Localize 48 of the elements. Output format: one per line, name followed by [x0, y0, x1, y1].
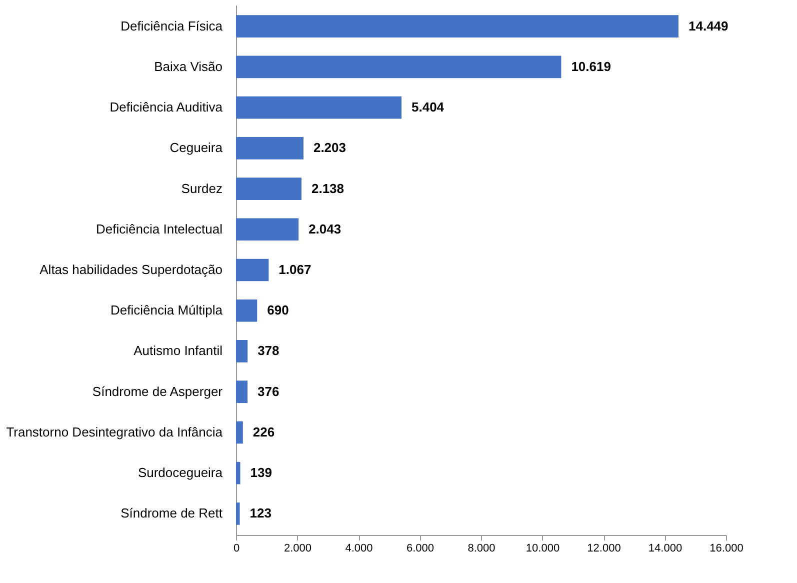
data-label: 2.043: [308, 221, 342, 236]
data-label: 5.404: [411, 100, 445, 115]
data-label: 123: [250, 506, 272, 521]
bar: [236, 136, 304, 160]
bar: [236, 96, 402, 119]
x-tick-label: 2.000: [284, 542, 312, 554]
bar: [236, 462, 240, 484]
bar: [236, 218, 299, 241]
bar: [236, 178, 302, 200]
y-tick-label: Cegueira: [170, 140, 224, 156]
x-tick-label: 16.000: [710, 542, 744, 554]
bar: [236, 56, 562, 78]
y-tick-label: Surdocegueira: [138, 465, 224, 480]
data-label: 2.203: [313, 140, 346, 156]
y-tick-label: Síndrome de Asperger: [92, 384, 224, 399]
y-tick-label: Deficiência Intelectual: [96, 221, 223, 236]
data-label: 378: [258, 343, 280, 358]
y-tick-label: Baixa Visão: [154, 58, 222, 74]
y-tick-label: Altas habilidades Superdotação: [40, 262, 222, 277]
x-tick-label: 10.000: [526, 542, 560, 554]
data-label: 690: [267, 302, 289, 318]
bar: [236, 299, 258, 322]
data-label: 226: [252, 424, 275, 440]
data-label: 10.619: [571, 58, 611, 74]
x-tick-label: 0: [233, 542, 240, 554]
x-tick-label: 4.000: [345, 542, 373, 554]
bar: [236, 380, 248, 404]
bar: [236, 15, 678, 38]
data-label: 139: [250, 465, 272, 480]
y-tick-label: Deficiência Auditiva: [110, 100, 224, 115]
data-label: 376: [258, 384, 280, 399]
y-tick-label: Síndrome de Rett: [120, 506, 223, 521]
bar: [236, 502, 240, 525]
y-tick-label: Deficiência Múltipla: [110, 302, 224, 318]
bar: [236, 258, 269, 282]
y-tick-label: Autismo Infantil: [134, 343, 223, 358]
x-tick-label: 8.000: [468, 542, 496, 554]
y-tick-label: Transtorno Desintegrativo da Infância: [6, 424, 224, 440]
bar: [236, 421, 243, 444]
bar: [236, 340, 248, 362]
y-tick-label: Surdez: [181, 180, 222, 196]
data-label: 2.138: [311, 180, 344, 196]
x-tick-label: 6.000: [406, 542, 434, 554]
data-label: 14.449: [688, 18, 728, 34]
data-label: 1.067: [278, 262, 312, 277]
x-tick-label: 12.000: [587, 542, 621, 554]
x-tick-label: 14.000: [648, 542, 682, 554]
y-tick-label: Deficiência Física: [120, 18, 224, 34]
